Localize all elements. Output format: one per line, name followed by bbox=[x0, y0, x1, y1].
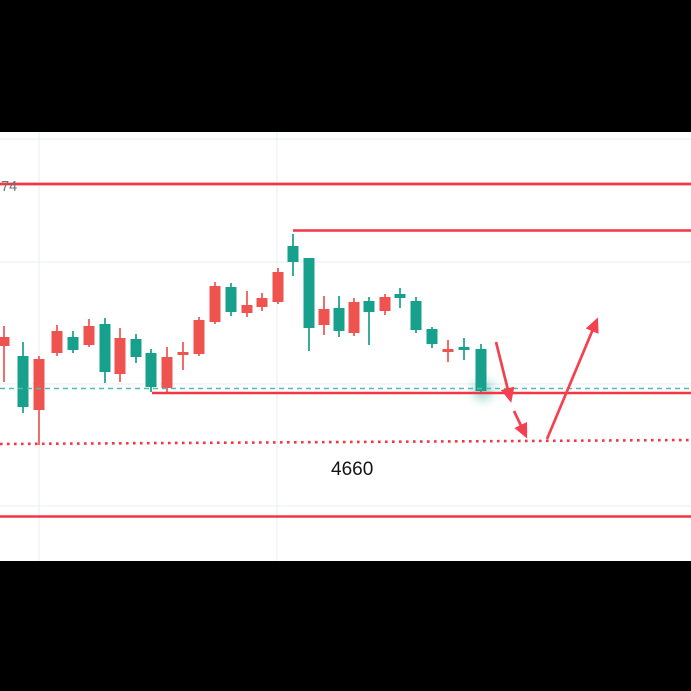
candle-down bbox=[33, 359, 45, 410]
level-lines bbox=[0, 182, 691, 518]
candle-down bbox=[442, 349, 454, 352]
candle-down bbox=[318, 309, 330, 325]
candle-up bbox=[99, 324, 111, 372]
letterbox-bottom-bar bbox=[0, 561, 691, 691]
candle-down bbox=[161, 357, 173, 388]
candle-up bbox=[394, 294, 406, 298]
candle-down bbox=[177, 352, 189, 355]
candle-up bbox=[130, 339, 142, 357]
candle-down bbox=[272, 272, 284, 302]
candle-up bbox=[287, 246, 299, 262]
candle-up bbox=[145, 353, 157, 387]
candle-up bbox=[410, 301, 422, 330]
candle-down bbox=[193, 320, 205, 354]
candle-down bbox=[348, 302, 360, 333]
candle-down bbox=[241, 305, 253, 313]
trend-arrows bbox=[494, 317, 599, 440]
support-level-label: 4660 bbox=[331, 459, 373, 480]
candle-up bbox=[17, 356, 29, 407]
target-dotted-line bbox=[0, 438, 691, 446]
candle-up bbox=[458, 347, 470, 350]
candle-down bbox=[256, 298, 268, 307]
candle-down bbox=[379, 297, 391, 311]
candles bbox=[0, 234, 487, 445]
candle-up bbox=[426, 329, 438, 344]
letterbox-top-bar bbox=[0, 0, 691, 132]
grid-lines bbox=[0, 132, 691, 561]
candle-down bbox=[0, 337, 10, 346]
up-arrow bbox=[545, 317, 599, 440]
candle-down bbox=[114, 338, 126, 374]
down-arrow-2 bbox=[512, 410, 528, 439]
candle-up bbox=[225, 287, 237, 312]
candle-up bbox=[67, 337, 79, 350]
candle-down bbox=[51, 331, 63, 353]
left-price-label: 74 bbox=[1, 179, 17, 195]
candle-up bbox=[475, 349, 487, 391]
candle-up bbox=[363, 301, 375, 312]
candle-down bbox=[83, 326, 95, 345]
candle-down bbox=[209, 286, 221, 322]
candle-up bbox=[333, 308, 345, 331]
down-arrow-1 bbox=[494, 341, 515, 403]
candle-up bbox=[303, 258, 315, 328]
